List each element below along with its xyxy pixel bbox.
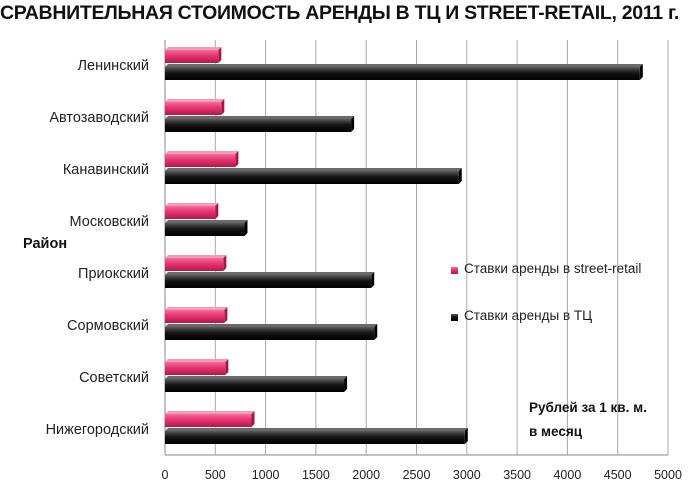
category-label: Нижегородский — [46, 422, 149, 438]
grid-lines — [164, 40, 669, 456]
x-tick-label: 1000 — [252, 468, 280, 482]
x-tick-label: 2000 — [352, 468, 380, 482]
bar — [165, 362, 226, 375]
legend-label: Ставки аренды в ТЦ — [464, 308, 592, 323]
bar-depth — [165, 272, 375, 275]
x-tick-label: 3500 — [503, 468, 531, 482]
bar-side — [464, 428, 468, 444]
bar-depth — [165, 168, 462, 171]
bar — [165, 431, 465, 444]
bar-depth — [165, 99, 225, 102]
bar-side — [221, 99, 225, 115]
bar-side — [458, 168, 462, 184]
bar-depth — [165, 64, 643, 67]
bar — [165, 154, 236, 167]
chart-title: СРАВНИТЕЛЬНАЯ СТОИМОСТЬ АРЕНДЫ В ТЦ И ST… — [0, 2, 679, 24]
bar-side — [374, 324, 378, 340]
bar — [165, 171, 459, 184]
x-tick-label: 3000 — [453, 468, 481, 482]
bar-side — [225, 359, 229, 375]
bar-side — [215, 203, 219, 219]
bar-depth — [165, 151, 239, 154]
bar-side — [224, 307, 228, 323]
category-label: Приокский — [78, 266, 149, 282]
x-tick-label: 500 — [205, 468, 226, 482]
bar — [165, 50, 219, 63]
x-tick-label: 1500 — [302, 468, 330, 482]
category-label: Канавинский — [63, 162, 149, 178]
bar — [165, 379, 345, 392]
bar — [165, 223, 245, 236]
y-axis-label: Район — [23, 236, 67, 252]
bar-depth — [165, 116, 355, 119]
bar-depth — [165, 428, 468, 431]
category-label: Московский — [70, 214, 149, 230]
units-note: в месяц — [529, 424, 583, 439]
bar — [165, 67, 640, 80]
bar-depth — [165, 376, 348, 379]
bar-depth — [165, 255, 227, 258]
bar — [165, 206, 216, 219]
units-note: Рублей за 1 кв. м. — [529, 400, 647, 415]
legend-label: Ставки аренды в street-retail — [464, 261, 641, 276]
bar-depth — [165, 411, 255, 414]
bar-depth — [165, 307, 228, 310]
bar-depth — [165, 359, 229, 362]
bar-depth — [165, 324, 378, 327]
bar — [165, 102, 222, 115]
bar — [165, 327, 375, 340]
bar-side — [371, 272, 375, 288]
bar-side — [639, 64, 643, 80]
category-label: Сормовский — [67, 318, 149, 334]
bar-side — [351, 116, 355, 132]
legend-swatch — [451, 267, 458, 274]
bar-side — [244, 220, 248, 236]
bar — [165, 258, 224, 271]
x-tick-label: 2500 — [403, 468, 431, 482]
x-tick-label: 5000 — [654, 468, 682, 482]
bar — [165, 275, 372, 288]
category-label: Ленинский — [78, 58, 150, 74]
legend-swatch — [451, 314, 458, 321]
category-label: Советский — [79, 370, 149, 386]
bar-side — [251, 411, 255, 427]
bar-side — [223, 255, 227, 271]
x-tick-label: 4500 — [604, 468, 632, 482]
x-tick-label: 0 — [162, 468, 169, 482]
x-tick-label: 4000 — [553, 468, 581, 482]
category-label: Автозаводский — [49, 110, 149, 126]
bar-side — [344, 376, 348, 392]
bar-depth — [165, 203, 219, 206]
bar-side — [235, 151, 239, 167]
bar-side — [218, 47, 222, 63]
labels: 0 500 1000 1500 2000 2500 3000 3500 4000 4500 5000… — [23, 58, 682, 482]
bar-depth — [165, 220, 248, 223]
bar — [165, 414, 252, 427]
bar — [165, 119, 352, 132]
bar-depth — [165, 47, 222, 50]
bar — [165, 310, 225, 323]
bars — [165, 47, 643, 444]
legend: Ставки аренды в street-retail Ставки арен… — [451, 261, 641, 323]
